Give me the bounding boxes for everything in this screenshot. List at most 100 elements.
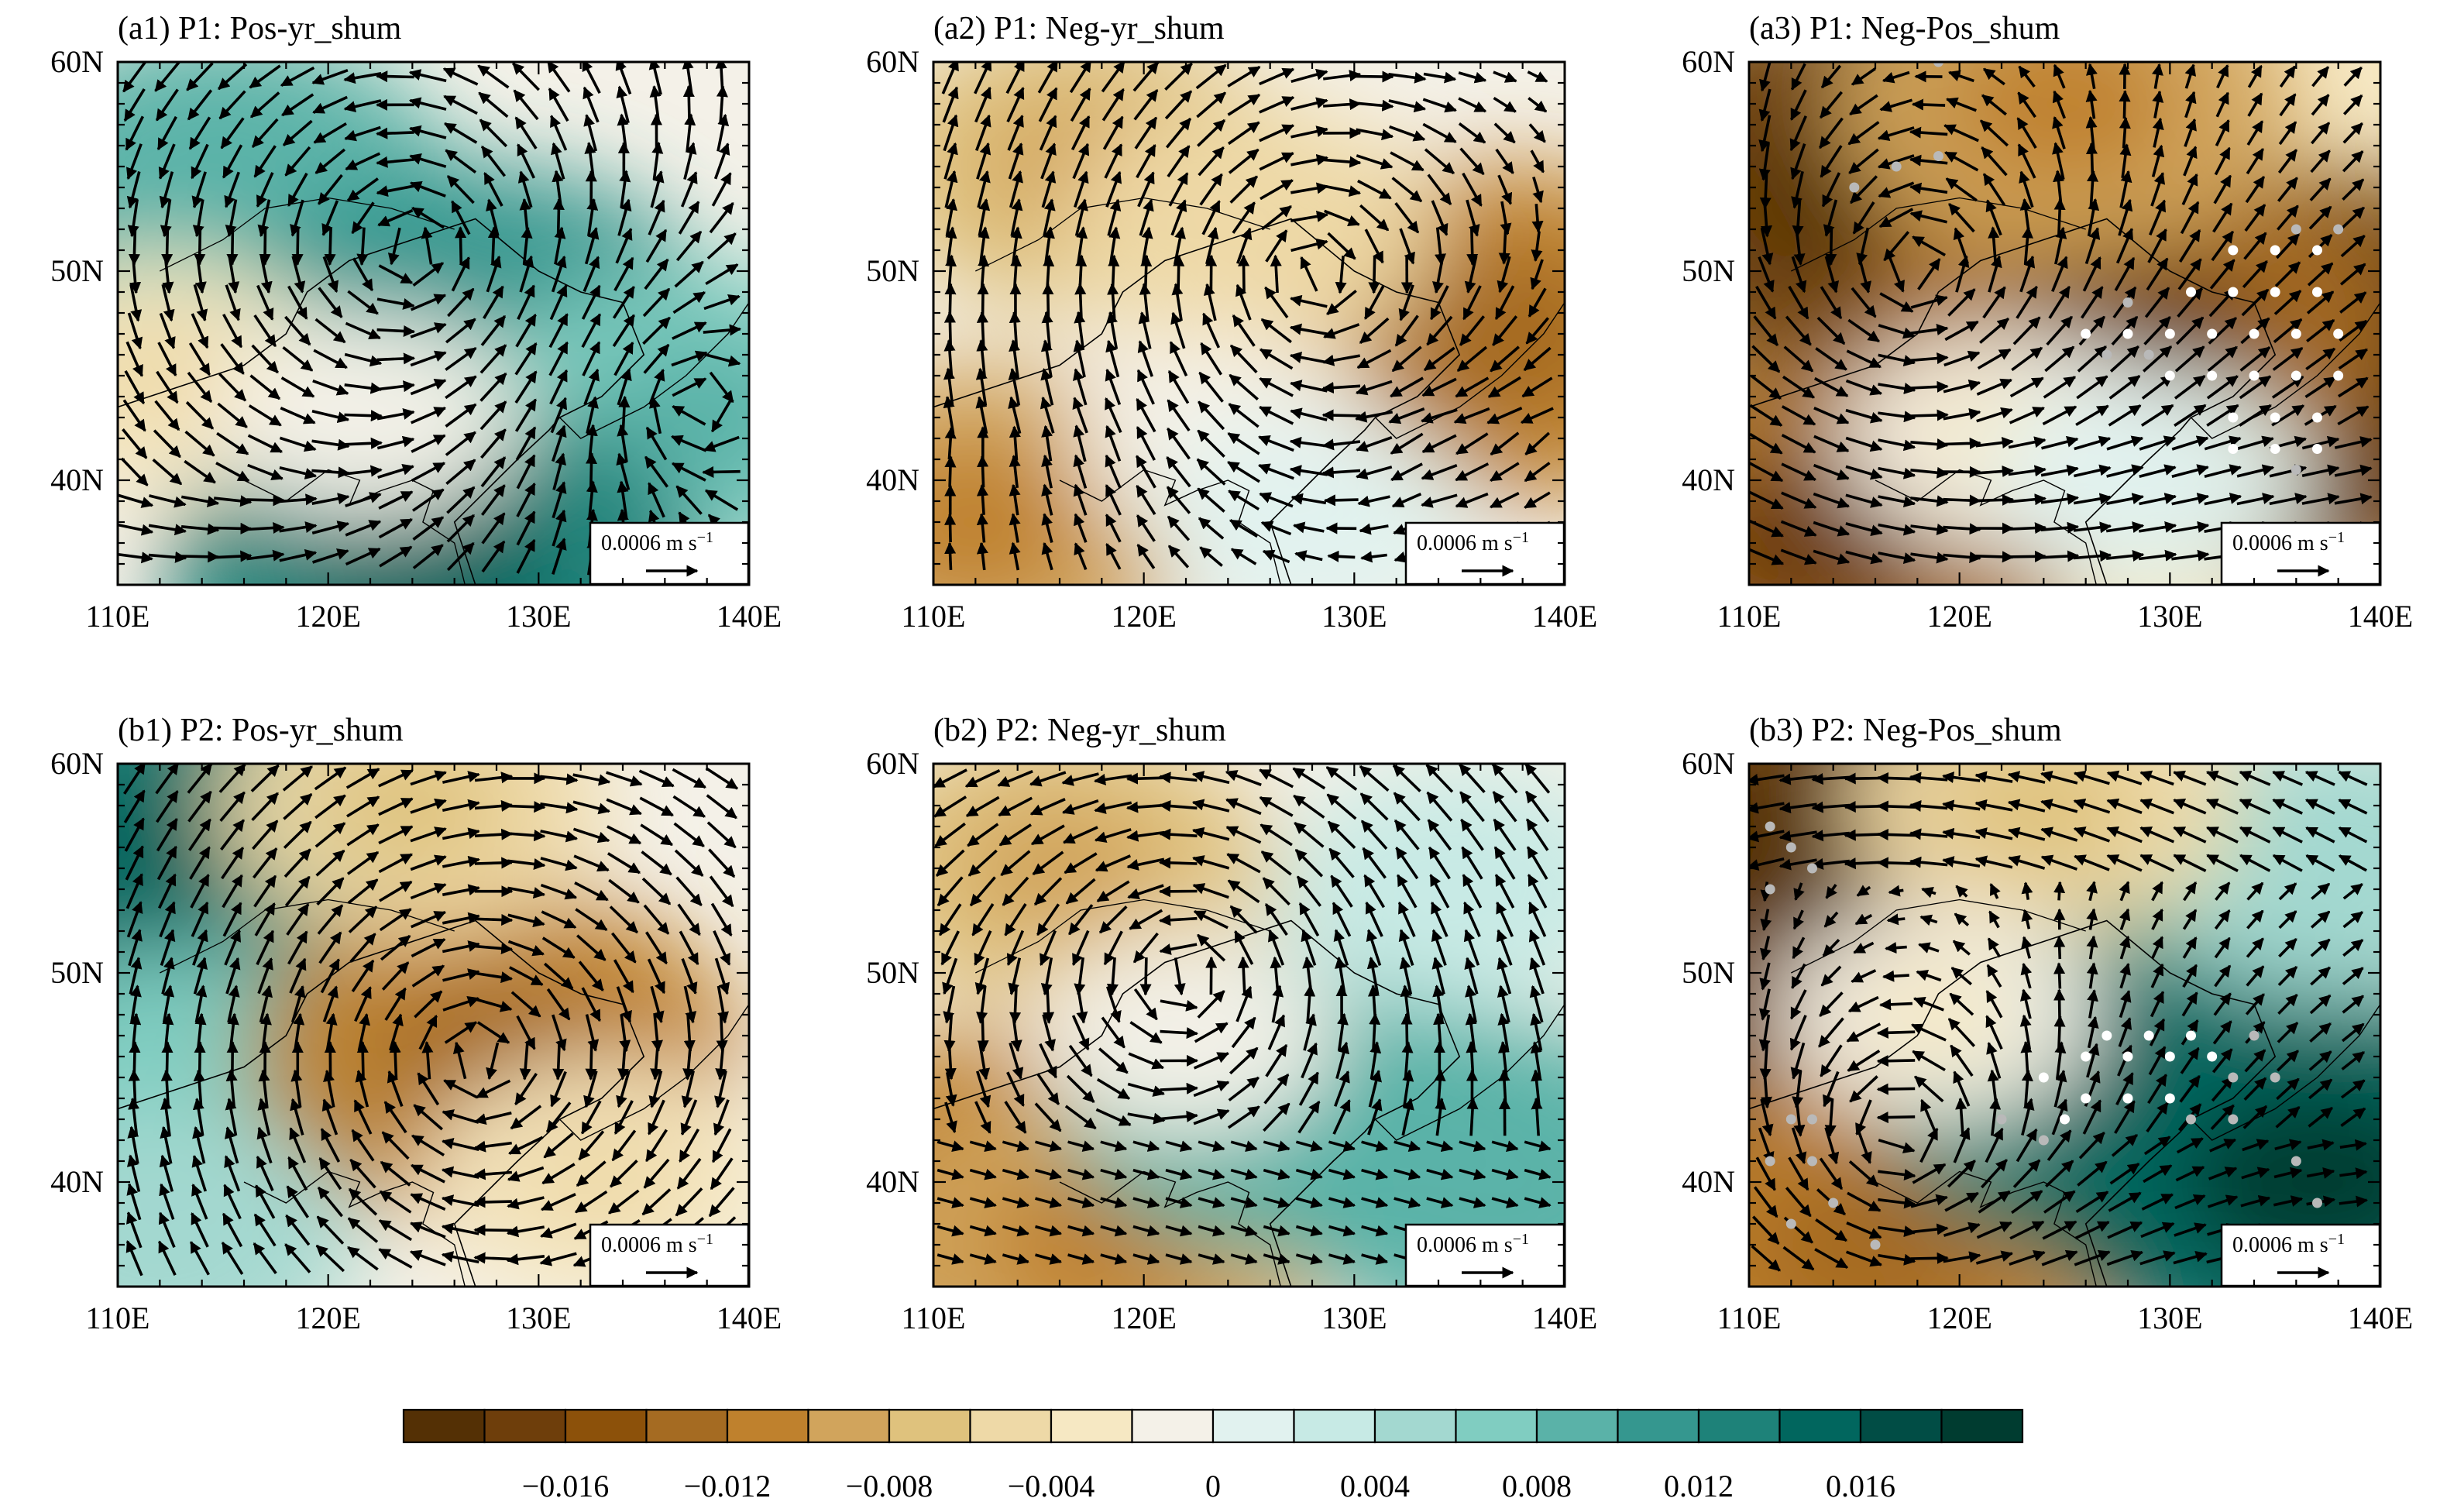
wind-vector xyxy=(475,1230,512,1231)
significance-dot xyxy=(1765,1156,1775,1167)
wind-vector xyxy=(181,556,218,557)
significance-dot xyxy=(2228,287,2238,297)
wind-vector xyxy=(1845,806,1882,807)
significance-dot xyxy=(2123,329,2133,339)
reference-unit-exponent: −1 xyxy=(2328,529,2345,546)
y-tick-label: 40N xyxy=(1682,462,1735,497)
significance-dot xyxy=(1849,183,1859,193)
significance-dot xyxy=(2165,1094,2175,1104)
significance-dot xyxy=(2333,329,2343,339)
reference-unit: m s xyxy=(2297,531,2328,555)
wind-vector xyxy=(1504,229,1506,263)
y-tick-label: 40N xyxy=(50,1164,104,1199)
significance-dot xyxy=(2186,1115,2196,1125)
wind-vector xyxy=(1373,1014,1376,1051)
wind-vector xyxy=(214,528,251,529)
significance-dot xyxy=(2186,287,2196,297)
significance-dot xyxy=(2207,371,2217,381)
significance-dot xyxy=(1786,1219,1796,1229)
wind-vector xyxy=(377,76,414,77)
wind-vector xyxy=(345,443,382,445)
wind-vector xyxy=(297,228,298,265)
significance-dot xyxy=(1933,151,1943,161)
x-tick-label: 140E xyxy=(717,1301,782,1335)
shading-core xyxy=(318,739,507,871)
shading-core xyxy=(1949,739,2139,871)
colorbar-box xyxy=(1618,1410,1699,1442)
shading-core xyxy=(957,796,1163,940)
colorbar-box xyxy=(889,1410,971,1442)
significance-dot xyxy=(2270,1073,2280,1083)
wind-vector xyxy=(1160,863,1198,864)
colorbar-box xyxy=(1213,1410,1294,1442)
wind-vector xyxy=(2059,1016,2060,1049)
x-tick-label: 130E xyxy=(1321,1301,1387,1335)
significance-dot xyxy=(1807,1156,1817,1167)
wind-vector xyxy=(1080,284,1081,321)
wind-vector xyxy=(1047,986,1049,1023)
wind-vector xyxy=(1845,778,1882,779)
colorbar-tick-label: 0.012 xyxy=(1664,1469,1734,1503)
wind-vector xyxy=(2009,556,2046,557)
significance-dot xyxy=(2312,246,2322,256)
wind-vector xyxy=(1976,500,2013,501)
reference-vector-box: 0.0006 m s−1 xyxy=(2222,523,2380,584)
wind-vector xyxy=(460,228,461,265)
x-tick-label: 120E xyxy=(1926,599,1992,634)
wind-vector xyxy=(200,228,201,265)
wind-vector xyxy=(377,132,414,134)
colorbar-tick-label: 0 xyxy=(1205,1469,1221,1503)
significance-dot xyxy=(1828,1198,1838,1208)
shading-core xyxy=(2243,802,2433,934)
significance-dot xyxy=(2165,329,2175,339)
wind-vector xyxy=(475,863,512,864)
x-tick-label: 110E xyxy=(1717,599,1782,634)
panel-title: (a2) P1: Neg-yr_shum xyxy=(933,11,1225,46)
wind-vector xyxy=(265,228,266,265)
colorbar-tick-label: −0.016 xyxy=(522,1469,610,1503)
y-tick-label: 50N xyxy=(50,955,104,990)
reference-vector-box: 0.0006 m s−1 xyxy=(590,1225,748,1286)
y-tick-label: 50N xyxy=(1682,955,1735,990)
wind-vector xyxy=(1910,415,1947,416)
significance-dot xyxy=(1892,162,1902,172)
significance-dot xyxy=(2081,1094,2091,1104)
significance-dot xyxy=(2101,350,2112,360)
reference-vector-label: 0.0006 m s−1 xyxy=(2232,529,2345,555)
x-tick-label: 110E xyxy=(1717,1301,1782,1335)
reference-unit-exponent: −1 xyxy=(697,529,713,546)
wind-vector xyxy=(1015,986,1016,1023)
wind-vector xyxy=(1976,556,2013,558)
reference-magnitude: 0.0006 xyxy=(1417,531,1482,555)
reference-vector-box: 0.0006 m s−1 xyxy=(2222,1225,2380,1286)
significance-dot xyxy=(2123,297,2133,308)
wind-vector xyxy=(1943,443,1980,445)
x-tick-label: 140E xyxy=(2348,599,2413,634)
wind-vector xyxy=(1884,975,1909,977)
reference-vector-box: 0.0006 m s−1 xyxy=(1406,1225,1564,1286)
wind-vector xyxy=(982,486,985,515)
wind-vector xyxy=(1845,862,1882,864)
colorbar-box xyxy=(809,1410,890,1442)
reference-vector-label: 0.0006 m s−1 xyxy=(1417,529,1529,555)
panel-title: (a1) P1: Pos-yr_shum xyxy=(118,11,402,46)
wind-vector xyxy=(2059,936,2060,959)
colorbar-box xyxy=(485,1410,566,1442)
wind-vector xyxy=(475,1201,512,1202)
shading-core xyxy=(1954,26,2177,182)
x-tick-label: 130E xyxy=(506,599,571,634)
wind-vector xyxy=(2124,91,2125,119)
wind-vector xyxy=(345,415,382,417)
reference-vector-label: 0.0006 m s−1 xyxy=(601,529,713,555)
colorbar-tick-label: −0.008 xyxy=(846,1469,933,1503)
wind-vector xyxy=(1323,415,1360,416)
significance-dot xyxy=(2123,1052,2133,1062)
y-tick-label: 50N xyxy=(866,955,919,990)
reference-unit: m s xyxy=(666,1233,697,1257)
y-tick-label: 60N xyxy=(50,746,104,781)
wind-vector xyxy=(1472,228,1473,265)
y-tick-label: 40N xyxy=(866,462,919,497)
